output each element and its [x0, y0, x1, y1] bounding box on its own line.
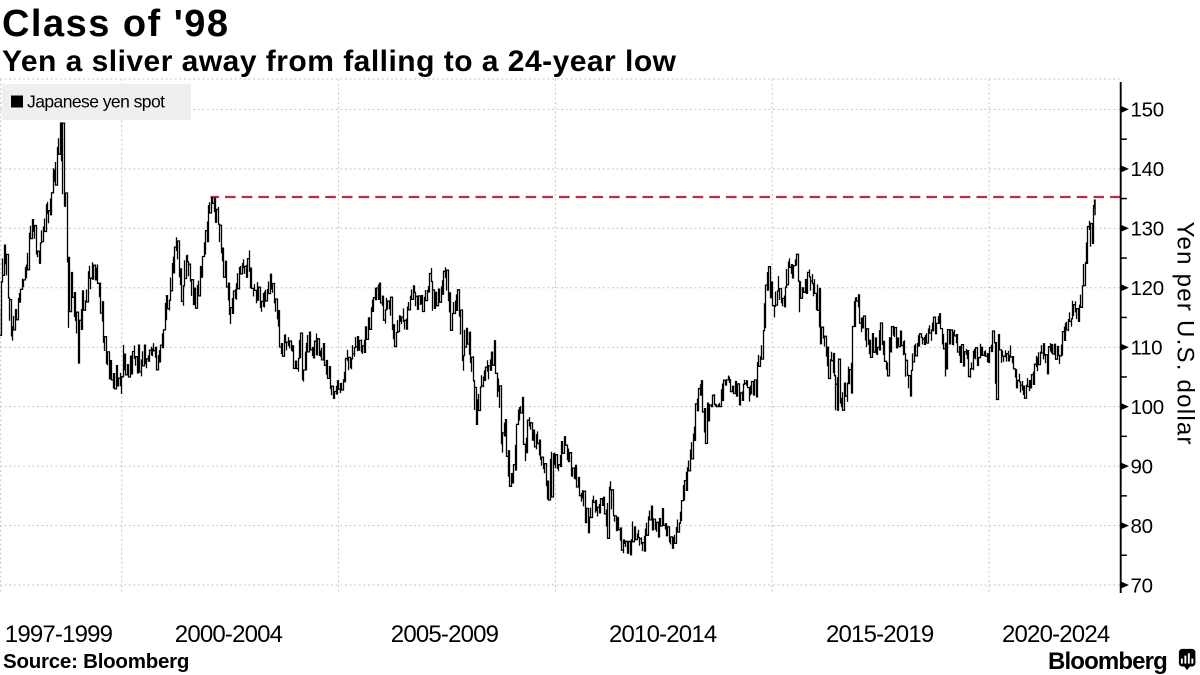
svg-text:80: 80	[1131, 515, 1153, 538]
svg-text:70: 70	[1131, 574, 1153, 597]
svg-text:130: 130	[1131, 218, 1164, 241]
svg-text:Yen per U.S. dollar: Yen per U.S. dollar	[1172, 222, 1199, 445]
svg-text:2015-2019: 2015-2019	[826, 621, 934, 648]
svg-text:100: 100	[1131, 396, 1164, 419]
svg-text:Bloomberg: Bloomberg	[1048, 648, 1167, 675]
svg-text:Source: Bloomberg: Source: Bloomberg	[3, 650, 189, 673]
svg-text:110: 110	[1131, 337, 1163, 360]
svg-text:2000-2004: 2000-2004	[175, 621, 283, 648]
svg-text:140: 140	[1131, 158, 1164, 181]
svg-text:2005-2009: 2005-2009	[391, 621, 499, 648]
svg-text:Yen a sliver away from falling: Yen a sliver away from falling to a 24-y…	[2, 45, 677, 78]
svg-text:2010-2014: 2010-2014	[609, 621, 717, 648]
svg-text:90: 90	[1131, 455, 1153, 478]
svg-text:Class of '98: Class of '98	[2, 3, 228, 45]
svg-text:Japanese yen spot: Japanese yen spot	[27, 91, 165, 111]
svg-text:120: 120	[1131, 277, 1164, 300]
svg-text:1997-1999: 1997-1999	[5, 621, 113, 648]
svg-text:2020-2024: 2020-2024	[1002, 621, 1110, 648]
svg-text:150: 150	[1131, 99, 1164, 122]
